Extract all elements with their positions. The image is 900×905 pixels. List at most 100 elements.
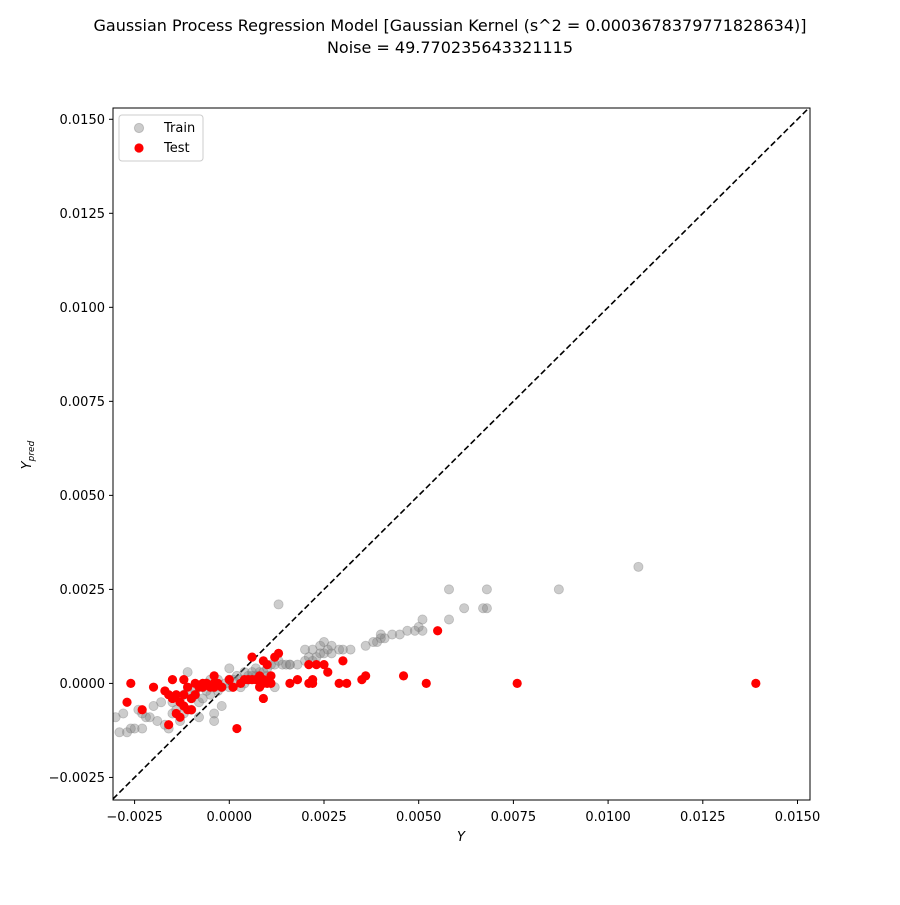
test-point xyxy=(433,626,443,636)
train-point xyxy=(409,625,420,636)
train-point xyxy=(156,697,167,708)
train-point xyxy=(345,644,356,655)
train-point xyxy=(375,629,386,640)
test-point xyxy=(167,675,178,685)
y-axis-label: Ypred xyxy=(20,440,37,469)
y-tick-label: −0.0025 xyxy=(49,771,105,786)
train-point xyxy=(292,659,303,670)
train-point xyxy=(307,644,318,655)
train-point xyxy=(231,670,242,681)
y-tick-label: 0.0075 xyxy=(60,395,106,410)
legend: Train Test xyxy=(118,114,204,162)
train-point xyxy=(284,659,295,670)
train-point xyxy=(315,640,326,651)
test-point xyxy=(334,678,344,689)
x-tick-label: 0.0150 xyxy=(775,810,821,825)
chart-subtitle: Noise = 49.770235643321115 xyxy=(327,38,573,57)
test-point xyxy=(179,675,189,685)
x-axis-label: Y xyxy=(457,830,466,845)
train-point xyxy=(114,727,125,738)
train-point xyxy=(193,712,204,723)
series-test xyxy=(122,626,761,734)
train-point xyxy=(281,659,292,670)
test-point xyxy=(209,671,219,681)
train-point xyxy=(140,712,151,723)
test-point xyxy=(148,682,159,692)
train-point xyxy=(375,633,386,644)
y-axis-label-main: Y xyxy=(20,460,35,469)
train-point xyxy=(273,599,284,610)
plot-contents xyxy=(113,108,810,800)
train-point xyxy=(250,663,261,674)
train-point xyxy=(481,584,492,595)
chart-title: Gaussian Process Regression Model [Gauss… xyxy=(94,16,807,35)
test-point xyxy=(304,660,314,670)
train-point xyxy=(209,716,220,727)
train-point xyxy=(633,561,644,572)
test-point xyxy=(217,682,227,692)
legend-test-marker xyxy=(134,143,144,153)
train-point xyxy=(372,637,383,648)
legend-train-marker xyxy=(133,122,145,134)
train-point xyxy=(122,727,133,738)
train-point xyxy=(417,614,428,625)
x-tick-label: 0.0100 xyxy=(585,810,631,825)
test-point xyxy=(266,678,276,689)
train-point xyxy=(379,633,390,644)
train-point xyxy=(209,708,220,719)
train-point xyxy=(478,603,489,614)
test-point xyxy=(186,705,197,715)
test-point xyxy=(126,678,136,689)
train-point xyxy=(417,625,428,636)
x-tick-label: 0.0000 xyxy=(207,810,253,825)
train-point xyxy=(193,697,204,708)
test-point xyxy=(179,690,189,700)
x-tick-label: −0.0025 xyxy=(106,810,162,825)
x-tick-label: 0.0025 xyxy=(301,810,347,825)
train-point xyxy=(118,708,129,719)
test-point xyxy=(308,675,318,685)
train-point xyxy=(318,648,329,659)
test-point xyxy=(175,712,185,722)
test-point xyxy=(512,678,522,689)
test-point xyxy=(122,697,132,707)
y-tick-label: 0.0050 xyxy=(60,489,106,504)
train-point xyxy=(315,648,326,659)
train-point xyxy=(277,659,288,670)
test-point xyxy=(164,720,174,730)
train-point xyxy=(125,723,136,734)
test-point xyxy=(338,656,348,666)
train-point xyxy=(443,614,454,625)
test-point xyxy=(361,671,371,681)
train-point xyxy=(402,625,413,636)
test-point xyxy=(319,660,329,670)
train-point xyxy=(481,603,492,614)
test-point xyxy=(247,652,257,662)
train-point xyxy=(326,640,337,651)
test-point xyxy=(137,705,147,715)
train-point xyxy=(144,712,155,723)
train-point xyxy=(326,648,337,659)
test-point xyxy=(183,682,193,692)
train-point xyxy=(197,693,208,704)
test-point xyxy=(751,678,761,689)
test-point xyxy=(285,678,295,689)
legend-train-label: Train xyxy=(163,121,195,136)
train-point xyxy=(368,637,379,648)
y-tick-label: 0.0150 xyxy=(60,113,106,128)
test-point xyxy=(224,675,234,685)
test-point xyxy=(266,671,276,681)
test-point xyxy=(421,678,431,689)
test-point xyxy=(232,723,242,734)
train-point xyxy=(300,644,311,655)
x-tick-label: 0.0075 xyxy=(491,810,537,825)
test-point xyxy=(342,678,352,689)
test-point xyxy=(398,671,409,681)
plot-area xyxy=(112,107,811,801)
train-point xyxy=(224,663,235,674)
train-point xyxy=(360,640,371,651)
test-point xyxy=(311,660,322,670)
train-point xyxy=(216,700,227,711)
y-axis-label-subscript: pred xyxy=(27,440,37,462)
